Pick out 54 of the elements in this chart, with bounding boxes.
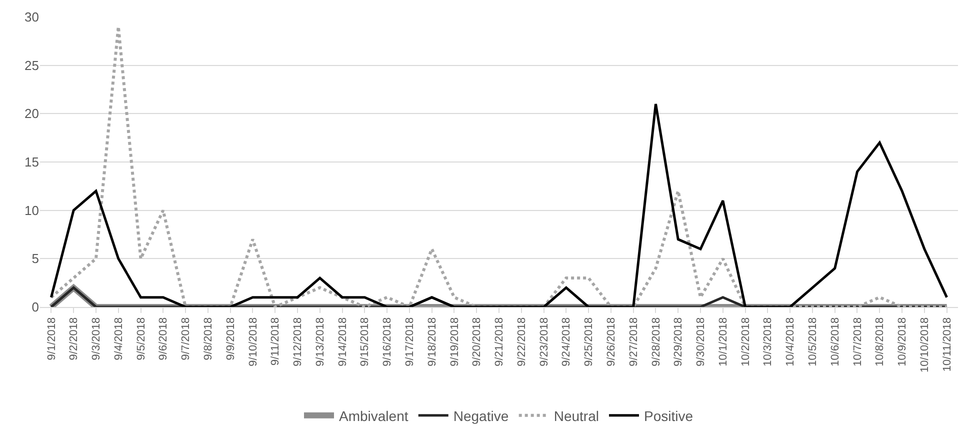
- x-tick-label: 9/13/2018: [314, 317, 326, 366]
- x-tick-label: 9/16/2018: [382, 317, 394, 366]
- y-tick-label: 30: [24, 10, 39, 25]
- line-series: [50, 25, 948, 307]
- x-tick-label: 9/11/2018: [270, 317, 282, 366]
- x-tick-label: 9/24/2018: [560, 317, 573, 366]
- x-tick-label: 10/7/2018: [852, 317, 864, 366]
- x-tick-label: 9/2/2018: [68, 317, 80, 360]
- x-tick-label: 9/1/2018: [46, 317, 58, 360]
- y-tick-label: 0: [32, 300, 39, 315]
- legend-label: Ambivalent: [339, 408, 408, 424]
- x-tick-label: 10/3/2018: [762, 317, 774, 366]
- x-tick-label: 9/15/2018: [359, 317, 372, 366]
- x-tick-label: 9/18/2018: [426, 317, 438, 366]
- x-tick-label: 10/10/2018: [918, 317, 931, 372]
- x-tick-label: 9/4/2018: [112, 317, 125, 360]
- x-tick-label: 10/8/2018: [874, 317, 886, 366]
- x-tick-label: 10/5/2018: [807, 317, 820, 366]
- y-tick-label: 20: [24, 106, 39, 122]
- x-tick-label: 9/27/2018: [628, 317, 640, 366]
- x-tick-label: 10/6/2018: [829, 317, 842, 366]
- x-tick-label: 10/2/2018: [740, 317, 752, 366]
- x-tick-label: 9/23/2018: [538, 317, 550, 366]
- x-tick-label: 9/21/2018: [494, 317, 506, 366]
- x-tick-label: 9/12/2018: [292, 317, 304, 366]
- x-tick-label: 9/6/2018: [158, 317, 170, 360]
- x-tick-label: 9/7/2018: [180, 317, 192, 360]
- x-tick-label: 9/17/2018: [404, 317, 416, 366]
- legend-label: Negative: [453, 408, 509, 424]
- x-tick-label: 9/5/2018: [135, 317, 148, 360]
- x-tick-label: 9/30/2018: [695, 317, 708, 366]
- y-tick-label: 15: [24, 154, 39, 170]
- x-tick-label: 9/19/2018: [448, 317, 461, 366]
- y-tick-label: 5: [32, 251, 39, 266]
- y-tick-label: 10: [24, 202, 39, 218]
- x-tick-label: 10/11/2018: [941, 317, 954, 372]
- x-tick-label: 9/14/2018: [336, 317, 349, 366]
- x-tick-label: 10/9/2018: [896, 317, 909, 366]
- y-tick-label: 25: [24, 58, 39, 73]
- x-tick-label: 9/29/2018: [672, 317, 685, 366]
- x-tick-label: 9/25/2018: [583, 317, 596, 366]
- x-tick-label: 10/4/2018: [784, 317, 797, 366]
- x-tick-label: 9/26/2018: [606, 317, 618, 366]
- x-tick-label: 9/22/2018: [516, 317, 528, 366]
- x-tick-label: 10/1/2018: [717, 317, 730, 366]
- x-tick-label: 9/28/2018: [650, 317, 662, 366]
- x-tick-label: 9/8/2018: [202, 317, 215, 360]
- x-tick-label: 9/20/2018: [471, 317, 484, 366]
- legend-label: Positive: [644, 408, 694, 424]
- x-tick-label: 9/10/2018: [247, 317, 260, 366]
- x-tick-label: 9/9/2018: [224, 317, 237, 360]
- x-tick-label: 9/3/2018: [90, 317, 103, 360]
- legend-label: Neutral: [554, 408, 599, 424]
- line-series: [50, 102, 948, 307]
